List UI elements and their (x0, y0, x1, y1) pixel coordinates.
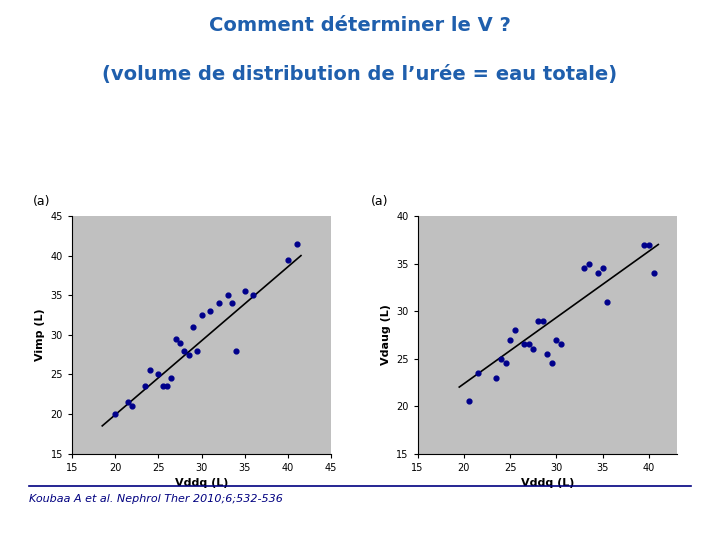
Point (196, 310, 207, 319)
X-axis label: Vddq (L): Vddq (L) (521, 478, 574, 488)
Point (578, 264, 590, 273)
Point (153, 370, 164, 379)
Point (500, 359, 511, 368)
Point (109, 410, 121, 418)
Point (509, 326, 521, 334)
Point (495, 354, 507, 363)
Point (505, 335, 516, 344)
Y-axis label: Vdaug (L): Vdaug (L) (380, 305, 390, 365)
Point (226, 299, 238, 307)
Point (551, 335, 562, 344)
Text: (volume de distribution de l’urée = eau totale): (volume de distribution de l’urée = eau … (102, 65, 618, 84)
Point (648, 269, 660, 278)
Point (144, 366, 156, 375)
Point (248, 291, 259, 300)
Point (192, 346, 203, 355)
Point (546, 359, 557, 368)
Y-axis label: Vimp (L): Vimp (L) (35, 308, 45, 361)
Point (157, 382, 168, 390)
Point (555, 340, 567, 349)
Point (122, 398, 134, 407)
Point (472, 368, 484, 377)
Point (490, 373, 502, 382)
Point (174, 339, 186, 347)
Point (140, 382, 151, 390)
Point (523, 340, 534, 349)
Point (179, 346, 190, 355)
Text: (a): (a) (32, 195, 50, 208)
Point (639, 240, 650, 249)
X-axis label: Vddq (L): Vddq (L) (175, 478, 228, 488)
Point (643, 240, 654, 249)
Point (593, 269, 604, 278)
Point (463, 397, 474, 406)
Point (602, 297, 613, 306)
Point (204, 307, 216, 315)
Point (282, 255, 294, 264)
Point (183, 350, 194, 359)
Point (127, 402, 138, 410)
Point (528, 345, 539, 353)
Point (166, 374, 177, 383)
Point (291, 239, 302, 248)
Point (597, 264, 608, 273)
Text: (a): (a) (371, 195, 388, 208)
Point (537, 316, 549, 325)
Point (222, 291, 233, 300)
Text: Koubaa A et al. Nephrol Ther 2010;6;532-536: Koubaa A et al. Nephrol Ther 2010;6;532-… (29, 494, 283, 504)
Point (583, 259, 595, 268)
Point (161, 382, 173, 390)
Point (170, 334, 181, 343)
Point (532, 316, 544, 325)
Text: Comment déterminer le V ?: Comment déterminer le V ? (209, 16, 511, 35)
Point (518, 340, 530, 349)
Point (187, 322, 199, 331)
Point (230, 346, 242, 355)
Point (213, 299, 225, 307)
Point (239, 287, 251, 295)
Point (541, 349, 553, 358)
